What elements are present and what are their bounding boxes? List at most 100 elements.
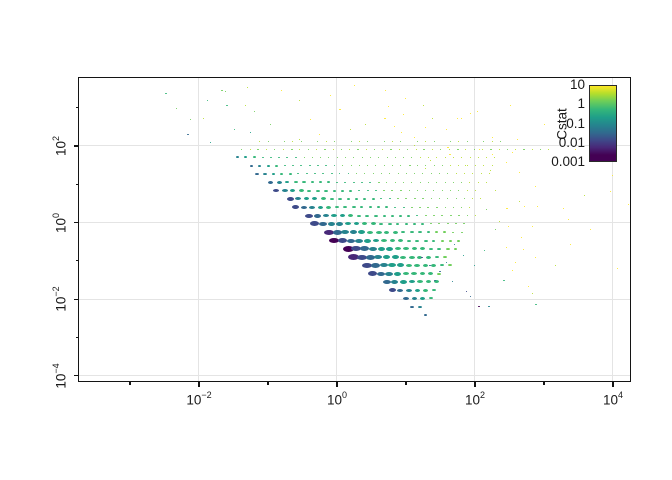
data-point [175,107,177,109]
data-point [431,289,436,292]
data-point [314,213,322,218]
data-point [448,239,452,242]
data-point [382,279,391,284]
data-point [328,221,335,226]
data-point [536,206,538,208]
data-point [266,148,268,150]
data-point [456,148,459,150]
data-point [263,172,268,175]
data-point [465,148,467,150]
data-point [360,206,364,209]
data-point [417,255,423,259]
data-point [455,173,457,175]
data-point [531,226,533,228]
data-point [455,198,457,200]
data-point [396,222,400,225]
data-point [447,173,449,175]
data-point [439,173,441,175]
data-point [297,173,300,175]
data-point [259,140,261,142]
tick-exponent: 2 [479,390,485,400]
y-axis-tick [76,183,79,185]
data-point [343,206,348,209]
y-axis-tick [74,145,79,147]
data-point [473,148,475,150]
data-point [477,181,479,183]
data-point [186,133,189,135]
data-point [309,205,316,209]
data-point [348,254,360,261]
data-point [329,197,334,200]
data-point [414,263,421,267]
x-axis-tick [336,382,338,387]
data-point [367,230,374,234]
data-point [469,156,471,158]
data-point [455,223,458,225]
data-point [390,214,394,217]
data-point [466,165,468,167]
data-point [420,247,426,251]
data-point [416,165,418,167]
data-point [544,124,546,126]
data-point [236,156,240,159]
x-axis-tick [267,382,269,385]
data-point [516,139,518,141]
data-point [383,190,386,192]
data-point [382,148,384,150]
data-point [377,271,386,276]
x-tick-label: 102 [464,390,485,408]
data-point [411,156,413,158]
data-point [413,222,417,225]
data-point [610,191,612,193]
data-point [383,255,391,260]
gridline-horizontal [79,298,631,300]
data-point [322,173,325,175]
data-point [374,148,376,150]
data-point [358,140,360,142]
data-point [458,165,460,167]
data-point [164,93,167,95]
data-point [466,190,468,192]
data-point [300,165,303,167]
data-point [469,296,471,298]
data-point [477,156,479,158]
data-point [307,189,312,192]
data-point [349,189,353,192]
data-point [384,117,387,119]
data-point [394,125,396,127]
data-point [350,140,352,142]
tick-exponent: −2 [50,286,61,297]
data-point [285,181,290,184]
data-point [323,148,326,150]
data-point [407,214,411,217]
data-point [346,238,355,243]
data-point [353,156,355,158]
data-point [371,262,381,268]
data-point [472,173,474,175]
data-point [319,181,323,184]
data-point [397,173,399,175]
tick-exponent: 4 [617,390,623,400]
data-point [424,168,426,170]
data-point [485,209,487,211]
data-point [494,229,496,231]
data-point [269,124,271,126]
data-point [387,106,389,108]
data-point [435,206,438,208]
x-axis-tick [129,382,131,385]
colorbar-tick-label: 10 [569,77,585,92]
data-point [367,140,369,142]
data-point [554,264,556,266]
data-point [336,156,338,158]
data-point [276,180,282,184]
data-point [402,296,409,300]
data-point [356,173,358,175]
data-point [461,156,463,158]
data-point [437,247,442,250]
data-point [425,255,431,259]
data-point [428,272,434,276]
data-point [403,181,405,183]
data-point [358,190,361,192]
y-tick-label: 102 [50,135,69,157]
data-point [241,148,243,150]
